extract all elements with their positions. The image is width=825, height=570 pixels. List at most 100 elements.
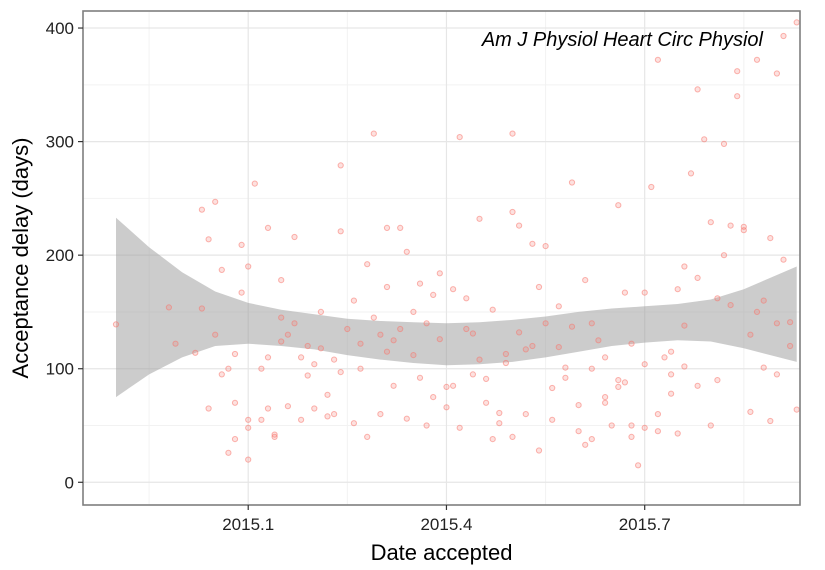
smooth-confidence-ribbon — [116, 217, 797, 398]
data-point — [720, 140, 728, 147]
data-point — [681, 363, 688, 370]
data-point — [694, 274, 701, 281]
y-axis-title: Acceptance delay (days) — [8, 138, 33, 379]
data-point — [787, 319, 794, 326]
x-tick-label: 2015.4 — [420, 515, 472, 534]
data-point — [740, 227, 747, 234]
data-point — [324, 391, 331, 398]
data-point — [456, 424, 463, 431]
data-point — [304, 342, 311, 350]
data-point — [377, 331, 384, 338]
data-point — [324, 413, 331, 420]
data-point — [522, 411, 529, 418]
y-tick-label: 100 — [46, 360, 74, 379]
data-point — [278, 338, 285, 345]
data-point — [621, 379, 629, 386]
data-point — [264, 405, 272, 412]
data-point — [727, 302, 734, 309]
data-point — [588, 320, 595, 327]
data-point — [542, 320, 549, 327]
data-point — [258, 365, 265, 372]
data-point — [588, 365, 595, 372]
data-point — [668, 371, 675, 378]
x-tick-label: 2015.7 — [619, 515, 671, 534]
data-point — [628, 422, 635, 429]
data-point — [463, 325, 470, 333]
y-tick-label: 200 — [46, 246, 74, 265]
data-point — [225, 365, 232, 372]
y-tick-label: 400 — [46, 19, 74, 38]
data-point — [416, 374, 424, 381]
data-point — [112, 321, 120, 328]
data-point — [767, 235, 774, 242]
data-point — [298, 416, 305, 423]
data-point — [516, 222, 523, 229]
data-point — [245, 416, 252, 423]
data-point — [337, 228, 344, 235]
data-point — [364, 261, 371, 268]
x-axis-title: Date accepted — [371, 540, 513, 565]
data-point — [311, 361, 318, 368]
data-point — [317, 345, 324, 352]
data-point — [496, 409, 503, 417]
data-point — [615, 377, 622, 384]
data-point — [350, 297, 357, 304]
data-point — [430, 394, 437, 401]
data-point — [397, 224, 404, 231]
y-tick-label: 300 — [46, 133, 74, 152]
data-point — [251, 180, 258, 187]
data-point — [489, 306, 496, 313]
data-point — [701, 136, 708, 143]
data-point — [787, 342, 794, 350]
data-point — [760, 364, 767, 371]
data-point — [238, 289, 245, 296]
data-point — [331, 411, 338, 418]
data-point — [383, 348, 391, 355]
data-point — [555, 344, 562, 351]
data-point — [370, 130, 377, 137]
data-point — [575, 402, 582, 409]
data-point — [436, 336, 443, 343]
data-point — [509, 130, 516, 137]
data-point — [264, 354, 272, 361]
data-point — [568, 323, 576, 330]
data-point — [773, 320, 781, 327]
data-point — [218, 371, 225, 378]
data-point — [476, 356, 483, 363]
panel-border — [82, 10, 801, 506]
data-point — [311, 405, 318, 412]
data-point — [793, 19, 800, 26]
data-point — [231, 350, 239, 358]
data-points-layer — [112, 19, 800, 469]
data-point — [278, 277, 285, 284]
data-point — [357, 340, 364, 347]
data-point — [423, 320, 430, 327]
data-point — [410, 308, 417, 315]
data-point — [212, 331, 219, 338]
data-point — [535, 283, 543, 291]
data-point — [225, 449, 232, 456]
data-point — [588, 436, 595, 443]
data-point — [264, 224, 272, 231]
data-point — [403, 248, 410, 255]
data-point — [383, 283, 391, 291]
chart-annotation: Am J Physiol Heart Circ Physiol — [481, 29, 764, 51]
data-point — [496, 420, 503, 427]
data-point — [549, 384, 556, 392]
data-point — [608, 422, 615, 429]
data-point — [615, 383, 622, 390]
data-point — [198, 305, 205, 312]
data-point — [443, 404, 450, 411]
data-point — [212, 198, 219, 205]
data-point — [734, 68, 741, 75]
data-point — [555, 303, 562, 310]
data-point — [218, 266, 225, 273]
data-point — [628, 433, 635, 440]
data-point — [773, 371, 781, 378]
data-point — [615, 202, 622, 209]
data-point — [582, 441, 589, 448]
data-point — [337, 162, 344, 169]
data-point — [476, 215, 483, 222]
data-point — [397, 325, 404, 333]
data-point — [258, 416, 265, 423]
